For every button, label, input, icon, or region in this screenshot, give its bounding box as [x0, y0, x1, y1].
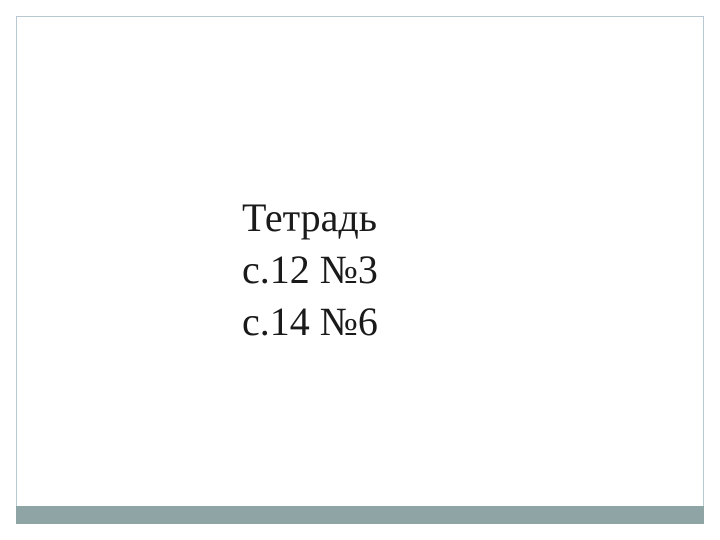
text-line-1: Тетрадь	[242, 192, 378, 244]
text-line-2: с.12 №3	[242, 244, 378, 296]
slide-frame: Тетрадь с.12 №3 с.14 №6	[16, 16, 704, 524]
text-line-3: с.14 №6	[242, 296, 378, 348]
slide-text-block: Тетрадь с.12 №3 с.14 №6	[242, 192, 378, 348]
bottom-accent-bar	[16, 506, 704, 524]
